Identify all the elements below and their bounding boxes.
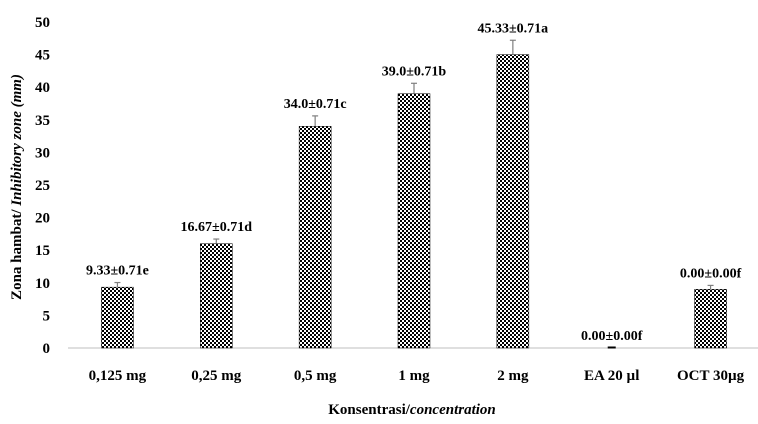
y-axis-title: Zona hambat/ Inhibitory zone (mm) [9,74,25,300]
error-bar [707,284,714,290]
bar [496,54,530,349]
x-tick-label: 1 mg [398,368,430,384]
bar [694,289,727,349]
x-tick-label: 0,125 mg [89,368,147,384]
data-label: 34.0±0.71c [284,97,347,112]
y-tick-label: 50 [35,15,50,31]
x-axis-title-main: Konsentrasi/ [328,402,411,418]
y-tick-label: 35 [35,113,50,129]
x-axis-title: Konsentrasi/concentration [328,402,496,418]
y-tick-label: 0 [43,341,51,357]
y-tick-label: 15 [35,243,50,259]
bar [200,243,233,349]
y-tick-label: 25 [35,178,50,194]
error-bars [114,39,714,290]
y-axis: 0 5 10 15 20 25 30 35 40 45 50 [35,15,50,357]
x-tick-label: OCT 30µg [677,368,745,384]
data-label: 39.0±0.71b [382,64,447,79]
x-tick-label: 0,5 mg [294,368,337,384]
y-axis-title-main: Zona hambat/ [9,206,25,300]
bar [397,93,431,349]
error-bar [213,238,220,244]
data-label: 16.67±0.71d [181,220,253,235]
data-label: 0.00±0.00f [581,329,643,344]
error-bar [312,115,319,127]
y-tick-label: 5 [43,308,51,324]
y-axis-title-italic: Inhibitory zone (mm) [9,74,25,207]
bar [607,346,616,349]
x-axis: 0,125 mg 0,25 mg 0,5 mg 1 mg 2 mg EA 20 µl OCT… [89,368,745,384]
error-bar [509,39,516,55]
data-label: 0.00±0.00f [680,266,742,281]
data-label: 9.33±0.71e [86,264,149,279]
x-tick-label: EA 20 µl [584,368,639,384]
y-tick-label: 45 [35,48,50,64]
error-bar [114,281,121,288]
y-tick-label: 10 [35,276,50,292]
x-axis-title-italic: concentration [410,402,496,418]
x-tick-label: 0,25 mg [191,368,241,384]
data-labels: 9.33±0.71e 16.67±0.71d 34.0±0.71c 39.0±0.71… [86,21,742,344]
error-bar [411,82,417,94]
bar [101,286,134,349]
y-tick-label: 30 [35,145,50,161]
y-tick-label: 20 [35,211,50,227]
bars [101,54,727,349]
data-label: 45.33±0.71a [478,21,549,36]
bar [298,126,332,349]
x-tick-label: 2 mg [497,368,529,384]
y-tick-label: 40 [35,80,50,96]
